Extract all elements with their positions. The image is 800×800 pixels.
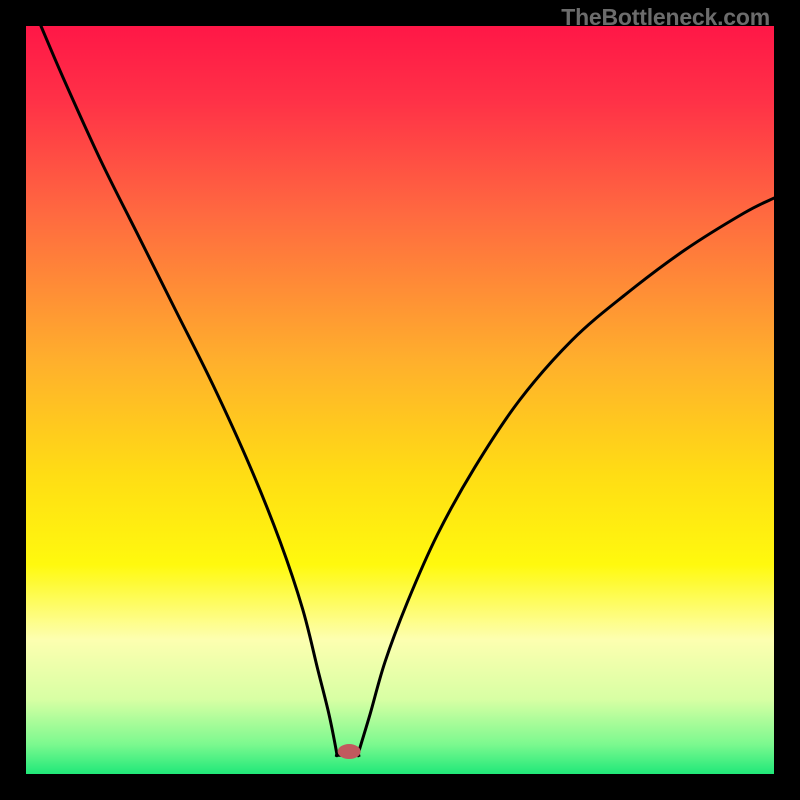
chart-frame: TheBottleneck.com bbox=[0, 0, 800, 800]
bottleneck-chart bbox=[0, 0, 800, 800]
optimal-marker bbox=[338, 744, 361, 759]
watermark-text: TheBottleneck.com bbox=[561, 4, 770, 31]
chart-background bbox=[26, 26, 774, 774]
